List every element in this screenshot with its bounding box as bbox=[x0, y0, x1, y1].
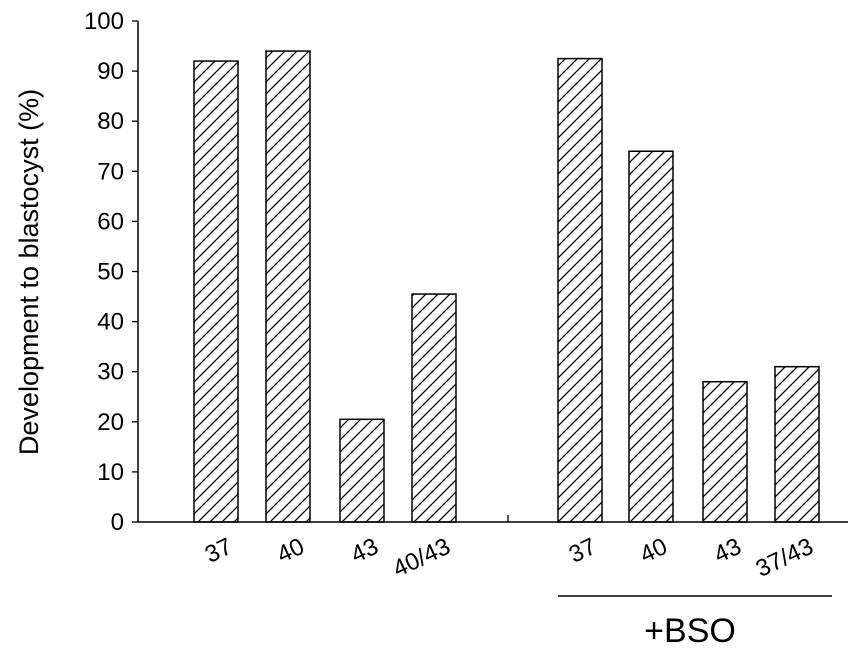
y-tick-label: 60 bbox=[97, 208, 124, 235]
x-category-label: 37 bbox=[565, 533, 601, 569]
category-labels: 37 40 43 40/43 37 40 43 37/43 bbox=[201, 533, 818, 583]
y-tick-label: 10 bbox=[97, 459, 124, 486]
bar bbox=[193, 60, 239, 523]
bar bbox=[557, 57, 603, 523]
bar bbox=[339, 418, 385, 523]
y-tick-label: 100 bbox=[84, 8, 124, 35]
bar bbox=[774, 365, 820, 523]
y-tick-label: 90 bbox=[97, 58, 124, 85]
bar bbox=[411, 293, 457, 523]
bar bbox=[628, 150, 674, 523]
bars bbox=[193, 50, 820, 523]
y-tick-label: 30 bbox=[97, 359, 124, 386]
x-category-label: 37/43 bbox=[752, 533, 818, 583]
x-category-label: 40/43 bbox=[389, 533, 455, 583]
y-tick-label: 40 bbox=[97, 309, 124, 336]
y-axis-label: Development to blastocyst (%) bbox=[14, 89, 44, 455]
y-tick-label: 50 bbox=[97, 259, 124, 286]
y-tick-label: 70 bbox=[97, 158, 124, 185]
bso-group-label: +BSO bbox=[644, 612, 736, 650]
x-category-label: 37 bbox=[201, 533, 237, 569]
x-category-label: 40 bbox=[636, 533, 672, 569]
bar bbox=[265, 50, 311, 523]
x-category-label: 43 bbox=[347, 533, 383, 569]
y-tick-label: 0 bbox=[111, 509, 124, 536]
y-tick-label: 80 bbox=[97, 108, 124, 135]
x-category-label: 40 bbox=[273, 533, 309, 569]
y-tick-label: 20 bbox=[97, 409, 124, 436]
y-axis-ticks: 0 10 20 30 40 50 60 70 80 90 100 bbox=[84, 8, 138, 536]
bar bbox=[702, 380, 748, 523]
x-category-label: 43 bbox=[710, 533, 746, 569]
